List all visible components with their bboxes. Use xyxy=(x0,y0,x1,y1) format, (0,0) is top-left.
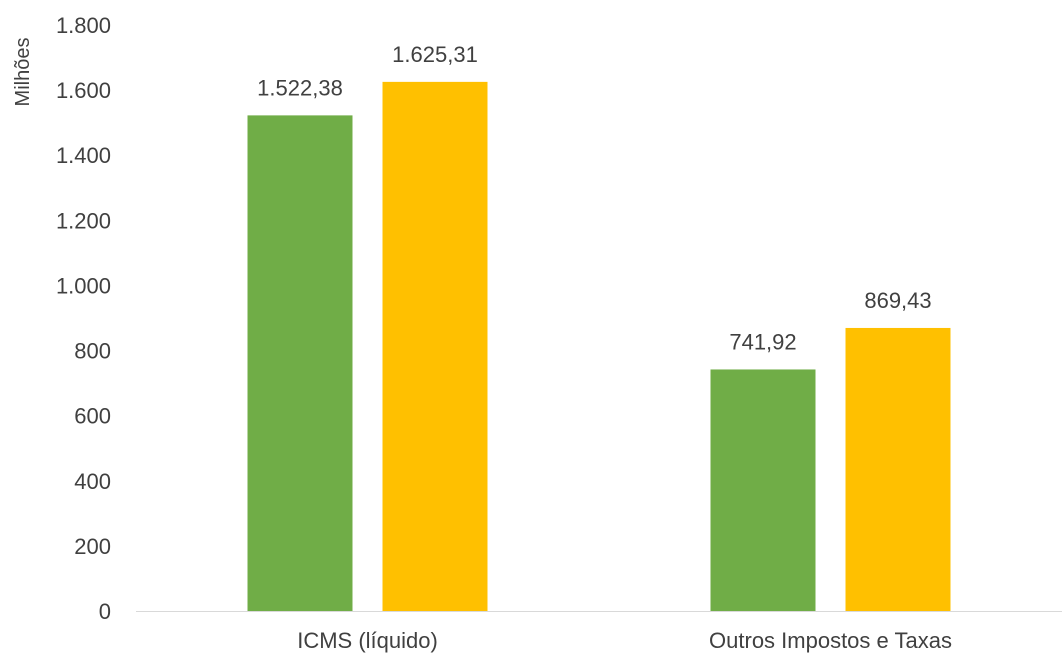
data-label: 1.625,31 xyxy=(392,42,478,67)
x-category-label: Outros Impostos e Taxas xyxy=(709,628,952,653)
bars-group xyxy=(247,81,951,612)
y-axis-title: Milhões xyxy=(12,38,34,107)
y-tick-label: 1.800 xyxy=(56,13,111,38)
bar xyxy=(710,369,816,611)
y-tick-label: 0 xyxy=(99,599,111,624)
y-tick-label: 1.000 xyxy=(56,273,111,298)
data-label: 741,92 xyxy=(729,329,796,354)
y-tick-label: 1.200 xyxy=(56,208,111,233)
bar xyxy=(247,115,353,611)
y-tick-label: 1.400 xyxy=(56,143,111,168)
bar xyxy=(382,81,488,612)
y-tick-label: 1.600 xyxy=(56,78,111,103)
y-tick-label: 600 xyxy=(74,404,111,429)
bar xyxy=(845,327,951,611)
category-labels-group: ICMS (líquido) Outros Impostos e Taxas xyxy=(297,628,952,653)
y-tick-label: 200 xyxy=(74,534,111,559)
x-category-label: ICMS (líquido) xyxy=(297,628,438,653)
y-axis-ticks: 0 200 400 600 800 1.000 1.200 1.400 1.600 1.800 xyxy=(56,13,111,624)
y-tick-label: 400 xyxy=(74,469,111,494)
y-tick-label: 800 xyxy=(74,339,111,364)
data-label: 869,43 xyxy=(864,288,931,313)
data-label: 1.522,38 xyxy=(257,75,343,100)
data-labels-group: 1.522,38 1.625,31 741,92 869,43 xyxy=(257,42,931,355)
